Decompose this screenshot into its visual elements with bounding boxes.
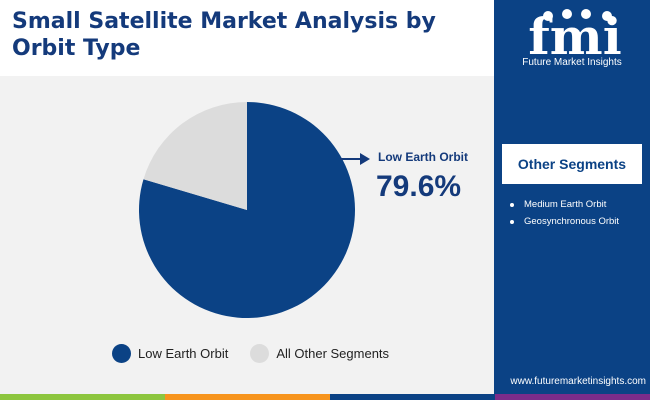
arrow-right-icon <box>360 153 370 165</box>
other-segments-list: Medium Earth Orbit Geosynchronous Orbit <box>508 196 648 230</box>
list-item: Medium Earth Orbit <box>508 196 648 213</box>
fmi-logo-icon: fmi <box>528 7 621 66</box>
callout-label: Low Earth Orbit <box>378 150 468 164</box>
legend-swatch-low-earth-orbit <box>112 343 131 363</box>
other-segments-header: Other Segments <box>502 144 642 184</box>
bullet-icon <box>510 220 514 224</box>
page-title: Small Satellite Market Analysis by Orbit… <box>12 9 436 61</box>
footer-segment-green <box>0 394 165 400</box>
legend-swatch-all-other-segments <box>250 343 270 363</box>
footer-segment-orange <box>165 394 330 400</box>
footer-color-bar <box>0 394 650 400</box>
brand-panel <box>494 0 650 394</box>
list-item-label: Medium Earth Orbit <box>524 199 607 210</box>
pie-slice-all-other-segments <box>143 102 247 210</box>
chart-legend: Low Earth Orbit All Other Segments <box>112 342 411 364</box>
brand-name: Future Market Insights <box>522 57 622 68</box>
legend-label: All Other Segments <box>276 345 390 361</box>
footer-segment-purple <box>495 394 650 400</box>
legend-item-low-earth-orbit: Low Earth Orbit <box>112 343 229 363</box>
pie-slice-low-earth-orbit <box>139 102 356 318</box>
bullet-icon <box>510 203 514 207</box>
callout-value: 79.6% <box>376 170 462 203</box>
website-url: www.futuremarketinsights.com <box>510 376 646 387</box>
legend-label: Low Earth Orbit <box>138 345 229 361</box>
footer-segment-blue <box>330 394 495 400</box>
header: Small Satellite Market Analysis by Orbit… <box>0 0 494 76</box>
list-item: Geosynchronous Orbit <box>508 213 648 230</box>
other-segments-title: Other Segments <box>517 156 627 172</box>
pie-chart <box>139 102 370 318</box>
legend-item-all-other-segments: All Other Segments <box>250 343 390 363</box>
list-item-label: Geosynchronous Orbit <box>524 216 620 227</box>
